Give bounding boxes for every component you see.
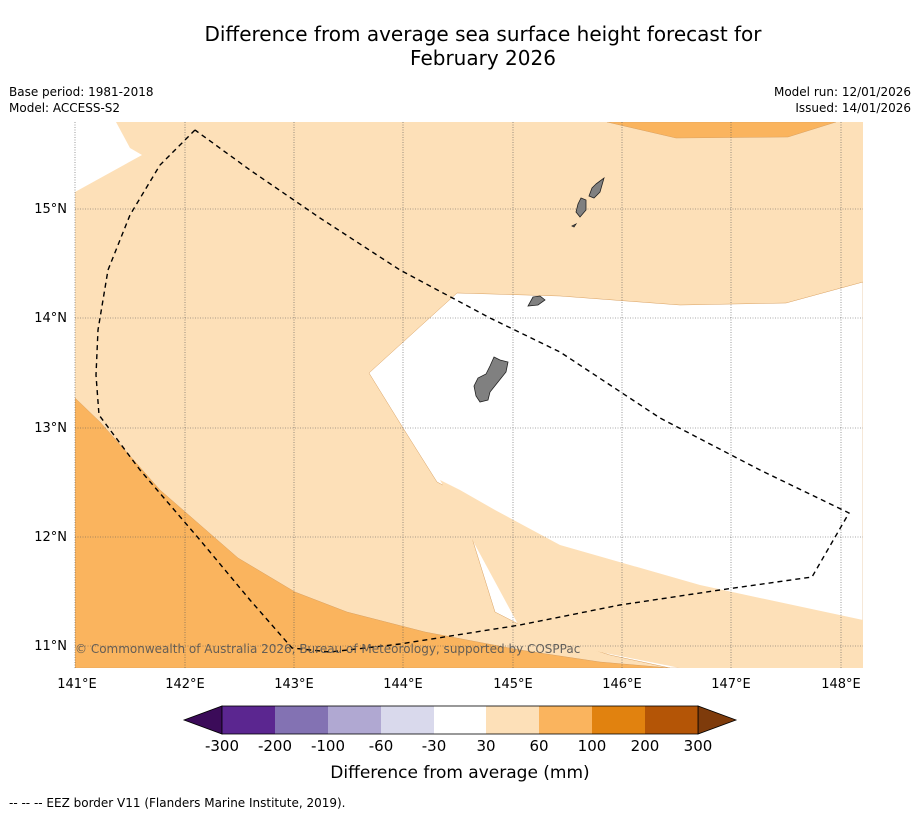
colorbar-tick-label: 300	[684, 737, 713, 755]
longitude-labels: 141°E 142°E 143°E 144°E 145°E 146°E 147°…	[57, 677, 861, 692]
islands	[473, 176, 605, 403]
colorbar-title: Difference from average (mm)	[330, 763, 589, 783]
band-60-100-southwest	[75, 397, 671, 668]
title-line-1: Difference from average sea surface heig…	[204, 22, 762, 46]
colorbar-outline	[221, 705, 699, 735]
colorbar-extend-high	[697, 705, 738, 735]
lon-label: 145°E	[493, 677, 533, 692]
lon-label: 141°E	[57, 677, 97, 692]
rota-island	[527, 295, 546, 307]
colorbar-segment	[486, 706, 539, 734]
gridlines	[74, 122, 863, 668]
lat-label: 13°N	[34, 421, 67, 436]
lon-label: 146°E	[602, 677, 642, 692]
colorbar-segment	[381, 706, 434, 734]
neutral-region-northwest	[75, 122, 142, 192]
colorbar-segment	[328, 706, 381, 734]
footer-note: -- -- -- EEZ border V11 (Flanders Marine…	[9, 796, 346, 810]
lat-label: 15°N	[34, 202, 67, 217]
colorbar-tick-label: 100	[578, 737, 607, 755]
eez-border-line	[95, 129, 850, 653]
colorbar-tick-label: -60	[369, 737, 394, 755]
meta-left: Base period: 1981-2018 Model: ACCESS-S2	[9, 84, 154, 116]
aguijan-island	[571, 222, 578, 228]
colorbar-tick-label: 60	[529, 737, 548, 755]
colorbar-segment	[222, 706, 275, 734]
model-name: Model: ACCESS-S2	[9, 101, 121, 115]
guam-island	[473, 356, 509, 403]
map-panel	[75, 122, 863, 668]
latitude-labels: 15°N 14°N 13°N 12°N 11°N	[34, 202, 67, 654]
model-run: Model run: 12/01/2026	[773, 85, 911, 99]
colorbar-tick-label: 200	[631, 737, 660, 755]
lat-label: 11°N	[34, 639, 67, 654]
lat-label: 14°N	[34, 311, 67, 326]
colorbar-tick-label: 30	[476, 737, 495, 755]
colorbar-ticks: -300 -200 -100 -60 -30 30 60 100 200 300	[205, 737, 712, 755]
lon-label: 147°E	[711, 677, 751, 692]
colorbar-tick-label: -100	[311, 737, 345, 755]
colorbar-segment	[275, 706, 328, 734]
lon-label: 148°E	[821, 677, 861, 692]
colorbar-tick-label: -300	[205, 737, 239, 755]
colorbar-segment	[539, 706, 592, 734]
issued-date: Issued: 14/01/2026	[795, 101, 911, 115]
colorbar-extend-low	[182, 705, 223, 735]
lon-label: 142°E	[165, 677, 205, 692]
saipan-island	[588, 176, 605, 199]
lat-label: 12°N	[34, 530, 67, 545]
lon-label: 144°E	[383, 677, 423, 692]
tinian-island	[575, 197, 587, 218]
band-30-60-southeast	[440, 480, 863, 668]
colorbar: -300 -200 -100 -60 -30 30 60 100 200 300…	[182, 705, 738, 783]
lon-label: 143°E	[274, 677, 314, 692]
meta-right: Model run: 12/01/2026 Issued: 14/01/2026	[774, 84, 911, 116]
base-period: Base period: 1981-2018	[9, 85, 154, 99]
colorbar-segment	[645, 706, 698, 734]
colorbar-tick-label: -200	[258, 737, 292, 755]
colorbar-tick-label: -30	[422, 737, 447, 755]
band-60-100-north	[606, 122, 837, 139]
copyright-notice: © Commonwealth of Australia 2026, Bureau…	[75, 642, 580, 656]
colorbar-segment	[592, 706, 645, 734]
title-line-2: February 2026	[410, 46, 556, 70]
map-title: Difference from average sea surface heig…	[0, 22, 919, 70]
colorbar-segment	[434, 706, 486, 734]
